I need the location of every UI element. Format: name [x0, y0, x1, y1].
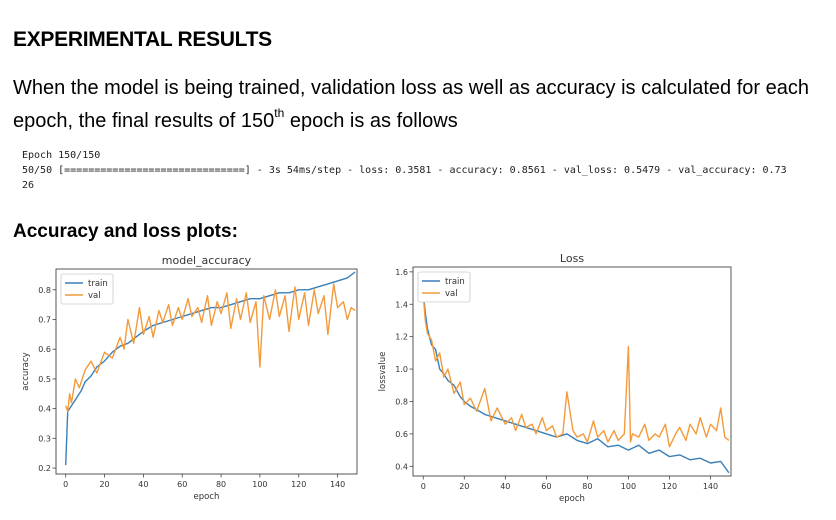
plot-frame — [412, 266, 732, 477]
chart-title: model_accuracy — [162, 254, 252, 267]
x-tick-label: 80 — [582, 482, 592, 491]
log-line: 50/50 [==============================] -… — [22, 165, 787, 176]
x-tick-label: 140 — [703, 482, 718, 491]
log-line: Epoch 150/150 — [22, 150, 101, 161]
section-heading: EXPERIMENTAL RESULTS — [13, 28, 272, 51]
paragraph-text-end: epoch is as follows — [284, 110, 458, 132]
chart-title: Loss — [560, 252, 584, 265]
x-tick-label: 40 — [500, 482, 510, 491]
legend-label-train: train — [445, 277, 465, 287]
x-tick-label: 100 — [252, 480, 267, 489]
legend-box — [60, 273, 114, 305]
x-tick-label: 60 — [177, 480, 187, 489]
series-line-val — [65, 283, 356, 413]
series-line-train — [65, 271, 356, 466]
y-tick-label: 1.6 — [395, 268, 408, 277]
y-tick-label: 1.4 — [395, 300, 408, 309]
x-axis-label: epoch — [559, 494, 585, 504]
x-tick-label: 0 — [63, 480, 68, 489]
x-tick-label: 120 — [291, 480, 306, 489]
series-line-train — [422, 294, 730, 474]
training-log: Epoch 150/150 50/50 [====================… — [22, 148, 787, 193]
x-tick-label: 120 — [662, 482, 677, 491]
x-axis-label: epoch — [194, 492, 220, 502]
x-tick-label: 40 — [138, 480, 148, 489]
x-tick-label: 20 — [99, 480, 109, 489]
legend-label-val: val — [88, 291, 101, 301]
x-tick-label: 20 — [459, 482, 469, 491]
y-tick-label: 0.6 — [395, 430, 408, 439]
x-tick-label: 60 — [541, 482, 551, 491]
plots-subheading: Accuracy and loss plots: — [13, 221, 238, 242]
log-line: 26 — [22, 180, 35, 191]
legend-label-val: val — [445, 289, 458, 299]
ordinal-suffix: th — [274, 106, 285, 121]
x-tick-label: 100 — [621, 482, 636, 491]
y-axis-label: accuracy — [21, 352, 31, 390]
plot-frame — [55, 268, 358, 475]
y-axis-label: lossvalue — [378, 352, 388, 392]
series-line-val — [422, 296, 730, 448]
paragraph-text: When the model is being trained, validat… — [13, 77, 809, 132]
results-paragraph: When the model is being trained, validat… — [13, 72, 823, 138]
y-tick-label: 0.3 — [38, 434, 51, 443]
x-tick-label: 140 — [330, 480, 345, 489]
y-tick-label: 0.5 — [38, 375, 51, 384]
y-tick-label: 0.4 — [395, 462, 408, 471]
y-tick-label: 1.2 — [395, 333, 408, 342]
legend-box — [417, 271, 471, 303]
y-tick-label: 1.0 — [395, 365, 408, 374]
y-tick-label: 0.8 — [38, 286, 51, 295]
x-tick-label: 80 — [216, 480, 226, 489]
y-tick-label: 0.7 — [38, 316, 51, 325]
y-tick-label: 0.8 — [395, 397, 408, 406]
legend-label-train: train — [88, 279, 108, 289]
y-tick-label: 0.2 — [38, 464, 51, 473]
y-tick-label: 0.4 — [38, 405, 51, 414]
y-tick-label: 0.6 — [38, 345, 51, 354]
x-tick-label: 0 — [421, 482, 426, 491]
